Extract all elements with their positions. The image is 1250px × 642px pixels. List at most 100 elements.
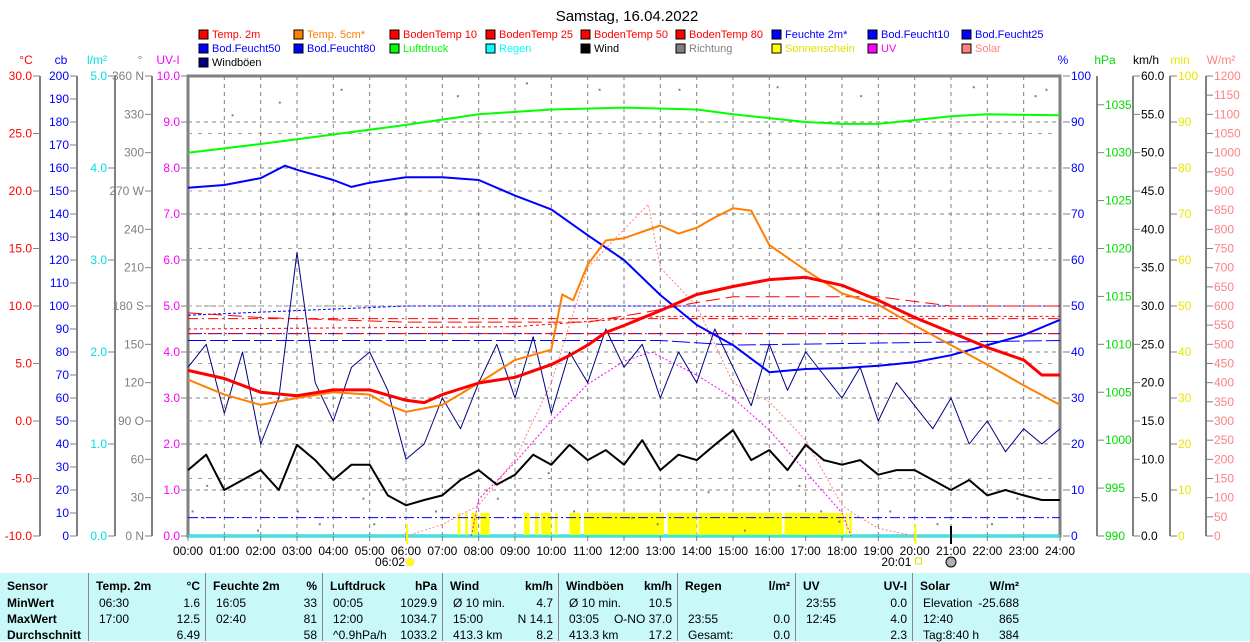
axis-tick-label-cb: 190 [49,92,69,106]
axis-tick-label-kmh: 35.0 [1141,261,1165,275]
weather-chart: Samstag, 16.04.2022 Temp. 2m Temp. 5cm* Bo… [5,8,1241,569]
stats-time: 15:00 [453,612,484,626]
stats-time: Ø 10 min. [453,596,506,610]
axis-tick-label-degC: 25.0 [9,127,33,141]
series-bodentemp-50 [187,315,1060,330]
axis-tick-label-hpa: 995 [1105,481,1125,495]
stats-row-label: MaxWert [7,612,57,626]
direction-dot [456,95,459,98]
stats-time: 03:05 [569,612,600,626]
stats-time: 23:55 [688,612,719,626]
sunshine-bar [784,513,844,536]
axis-tick-label-wm2: 400 [1214,376,1234,390]
axis-tick-label-cb: 50 [56,414,70,428]
axis-tick-label-cb: 100 [49,299,69,313]
stats-value: 17.2 [648,628,672,642]
x-tick-label: 05:00 [355,544,385,558]
axis-tick-label-pct: 80 [1071,161,1085,175]
x-tick-label: 10:00 [536,544,566,558]
stats-time: 12:45 [806,612,837,626]
legend-swatch [867,29,878,40]
axis-tick-label-uv: 0.0 [163,529,180,543]
x-tick-label: 15:00 [718,544,748,558]
x-tick-label: 21:00 [936,544,966,558]
stats-header: Regen [685,579,722,593]
axis-tick-label-uv: 6.0 [163,253,180,267]
direction-dot [656,523,659,526]
axis-tick-label-min: 20 [1178,437,1192,451]
axis-tick-label-deg: 180 S [113,299,144,313]
x-tick-label: 08:00 [464,544,494,558]
legend-swatch [771,43,782,54]
stats-column: UV UV-I 23:55 0.0 12:45 4.0 2.3 [795,573,913,642]
direction-dot [547,472,550,475]
series-temp-5cm- [187,207,1061,413]
sunrise-label: 06:02 [375,555,405,569]
axis-title-pct: % [1058,53,1069,67]
direction-dot [860,95,863,98]
legend-swatch [198,43,209,54]
x-tick-label: 16:00 [754,544,784,558]
axis-tick-label-wm2: 750 [1214,242,1234,256]
axis-tick-label-min: 70 [1178,207,1192,221]
x-tick-label: 13:00 [645,544,675,558]
axis-tick-label-wm2: 1200 [1214,69,1241,83]
axis-tick-label-hpa: 1020 [1105,242,1132,256]
direction-dot [202,516,205,519]
stats-unit: °C [186,579,200,593]
axis-tick-label-deg: 120 [124,376,144,390]
axis-tick-label-degC: 20.0 [9,184,33,198]
axis-title-lm2: l/m² [87,53,107,67]
axis-tick-label-wm2: 150 [1214,472,1234,486]
direction-dot [231,114,234,117]
stats-header: Feuchte 2m [213,579,280,593]
sunshine-bar [480,513,490,536]
axis-tick-label-hpa: 1035 [1105,98,1132,112]
series-bod-feucht80 [188,340,1061,346]
stats-unit: hPa [414,579,437,593]
axis-tick-label-wm2: 850 [1214,203,1234,217]
axis-tick-label-cb: 110 [50,276,69,290]
axis-tick-label-wm2: 700 [1214,261,1234,275]
axis-tick-label-degC: 10.0 [9,299,33,313]
axis-tick-label-deg: 60 [131,452,145,466]
axis-tick-label-uv: 3.0 [163,391,180,405]
axis-tick-label-min: 40 [1178,345,1192,359]
direction-dot [496,497,499,500]
axis-tick-label-kmh: 15.0 [1141,414,1165,428]
axis-tick-label-min: 30 [1178,391,1192,405]
legend-label: Bod.Feucht50 [212,43,281,55]
stats-header: Windböen [566,579,624,593]
direction-dot [889,510,892,513]
axis-tick-label-cb: 90 [56,322,70,336]
axis-tick-label-kmh: 30.0 [1141,299,1165,313]
x-tick-label: 11:00 [573,544,602,558]
x-tick-label: 14:00 [682,544,712,558]
axis-tick-label-deg: 0 N [125,529,144,543]
legend-label: Bod.Feucht10 [881,29,950,41]
stats-time: Ø 10 min. [569,596,622,610]
axis-tick-label-min: 90 [1178,115,1192,129]
legend-swatch [389,43,400,54]
legend-swatch [580,29,591,40]
axis-tick-label-deg: 90 O [118,414,144,428]
legend-label: BodenTemp 25 [499,29,573,41]
axis-tick-label-wm2: 550 [1214,318,1234,332]
direction-dot [297,510,299,513]
axis-tick-label-kmh: 60.0 [1141,69,1165,83]
axis-tick-label-hpa: 1015 [1105,289,1132,303]
axis-title-uv: UV-I [156,53,179,67]
series-wind [187,429,1060,507]
axis-title-degC: °C [19,53,33,67]
stats-column: Feuchte 2m% 16:05 33 02:40 81 58 [205,573,323,642]
series-luftdruck [187,106,1061,154]
direction-dot [206,484,209,487]
axis-tick-label-wm2: 350 [1214,395,1234,409]
direction-dot [1045,88,1048,91]
stats-time: 00:05 [333,596,364,610]
axis-tick-label-hpa: 1025 [1105,194,1132,208]
axis-title-hpa: hPa [1094,53,1116,67]
legend-label: Regen [499,43,531,55]
stats-time: ^0.9hPa/h [333,628,387,642]
moon-icon [945,556,957,568]
